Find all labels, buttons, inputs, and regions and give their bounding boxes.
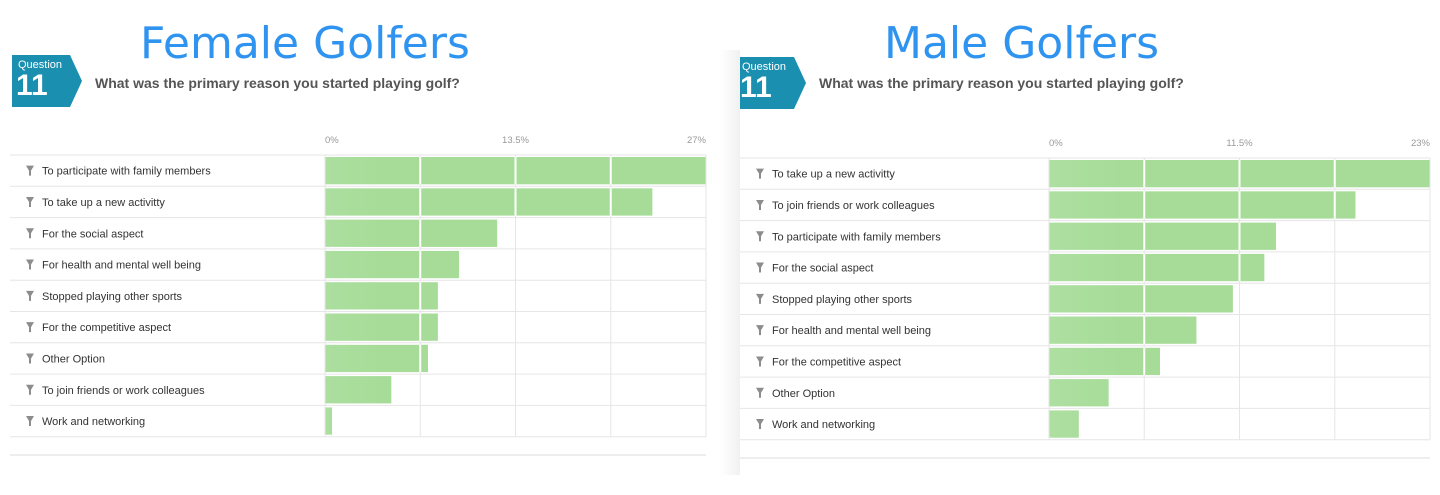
panel-title: Female Golfers — [140, 18, 470, 69]
bar — [1049, 191, 1356, 219]
filter-icon — [756, 168, 764, 179]
female-chart: 0% 13.5% 27% To participate with family mem… — [10, 135, 707, 456]
category-label: Work and networking — [42, 416, 145, 428]
category-label: Work and networking — [772, 419, 875, 431]
filter-icon — [26, 353, 34, 364]
category-label: To participate with family members — [42, 166, 211, 178]
bar — [1049, 379, 1109, 407]
filter-icon — [756, 293, 764, 304]
x-tick-label: 0% — [1049, 138, 1063, 149]
question-badge: Question 11 — [12, 55, 82, 107]
bar — [325, 313, 438, 341]
panel-title: Male Golfers — [884, 18, 1160, 69]
filter-icon — [26, 196, 34, 207]
filter-icon — [756, 356, 764, 367]
category-label: To join friends or work colleagues — [42, 385, 205, 397]
category-label: For health and mental well being — [772, 325, 931, 337]
x-tick-label: 13.5% — [502, 135, 529, 146]
filter-icon — [26, 384, 34, 395]
bar — [325, 344, 429, 373]
filter-icon — [756, 325, 764, 336]
category-label: To take up a new activitty — [772, 169, 895, 181]
category-label: To participate with family members — [772, 231, 941, 243]
bar — [325, 282, 438, 310]
badge-shape — [740, 57, 806, 109]
filter-icon — [26, 165, 34, 176]
filter-icon — [26, 290, 34, 301]
bar — [325, 219, 498, 247]
x-tick-label: 23% — [1411, 138, 1431, 149]
category-label: For the competitive aspect — [772, 356, 901, 368]
category-label: To take up a new activitty — [42, 197, 165, 209]
bar — [325, 407, 333, 435]
question-label: Question — [742, 61, 787, 73]
question-number: 11 — [16, 69, 48, 102]
filter-icon — [26, 416, 34, 427]
question-label: Question — [18, 59, 63, 71]
bar — [325, 250, 460, 279]
category-label: Other Option — [42, 353, 105, 365]
filter-icon — [756, 387, 764, 398]
filter-icon — [26, 259, 34, 270]
bar — [1049, 253, 1265, 282]
category-label: For the social aspect — [772, 263, 874, 275]
filter-icon — [756, 199, 764, 210]
filter-icon — [26, 322, 34, 333]
category-label: For health and mental well being — [42, 260, 201, 272]
bar — [1049, 285, 1233, 313]
category-label: To join friends or work colleagues — [772, 200, 935, 212]
bar — [1049, 316, 1197, 344]
bar — [325, 188, 653, 216]
category-label: Stopped playing other sports — [772, 294, 913, 306]
bar — [1049, 222, 1276, 250]
category-label: For the social aspect — [42, 228, 144, 240]
question-badge: Question 11 — [740, 57, 810, 109]
category-label: For the competitive aspect — [42, 322, 171, 334]
bar — [1049, 347, 1160, 376]
question-text: What was the primary reason you started … — [819, 75, 1184, 91]
bar — [1049, 410, 1079, 438]
male-panel: 0% 11.5% 23% To take up a new activitty To j… — [740, 0, 1440, 495]
filter-icon — [26, 228, 34, 239]
question-number: 11 — [740, 71, 772, 104]
male-chart: 0% 11.5% 23% To take up a new activitty To j… — [740, 138, 1431, 459]
x-tick-label: 27% — [687, 135, 707, 146]
x-tick-label: 11.5% — [1226, 138, 1253, 149]
female-panel: 0% 13.5% 27% To participate with family mem… — [10, 18, 707, 456]
category-label: Other Option — [772, 388, 835, 400]
filter-icon — [756, 262, 764, 273]
filter-icon — [756, 231, 764, 242]
badge-shape — [12, 55, 82, 107]
filter-icon — [756, 419, 764, 430]
question-text: What was the primary reason you started … — [95, 75, 460, 91]
x-tick-label: 0% — [325, 135, 339, 146]
bar — [325, 376, 392, 404]
category-label: Stopped playing other sports — [42, 291, 183, 303]
